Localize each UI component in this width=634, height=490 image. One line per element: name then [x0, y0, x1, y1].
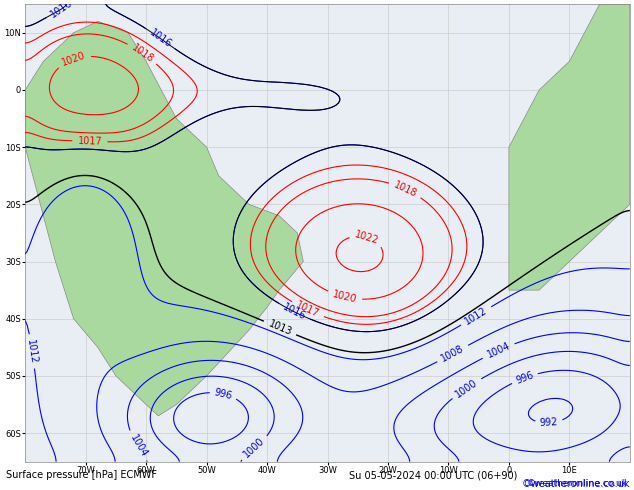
Text: 1008: 1008 — [439, 343, 466, 364]
Text: 996: 996 — [213, 387, 233, 401]
Text: 996: 996 — [514, 370, 535, 386]
Text: 992: 992 — [540, 417, 559, 428]
Text: 1018: 1018 — [129, 42, 155, 65]
Text: 1022: 1022 — [354, 229, 380, 245]
Polygon shape — [509, 4, 630, 290]
Text: 1016: 1016 — [49, 0, 75, 20]
Text: 1012: 1012 — [25, 339, 39, 364]
Text: Surface pressure [hPa] ECMWF: Surface pressure [hPa] ECMWF — [6, 470, 157, 480]
Text: 1012: 1012 — [463, 305, 489, 327]
Text: 1004: 1004 — [485, 341, 512, 360]
Text: ©weatheronline.co.uk: ©weatheronline.co.uk — [521, 479, 630, 489]
Text: 1000: 1000 — [242, 436, 267, 460]
Text: 1016: 1016 — [148, 27, 174, 50]
Text: 1020: 1020 — [60, 50, 87, 68]
Text: 1017: 1017 — [294, 300, 321, 320]
Text: 1020: 1020 — [332, 289, 358, 305]
Text: 1017: 1017 — [77, 136, 102, 147]
Text: 1013: 1013 — [267, 318, 294, 338]
Polygon shape — [25, 22, 303, 416]
Text: ©weatheronline.co.uk: ©weatheronline.co.uk — [527, 479, 628, 488]
Text: Su 05-05-2024 00:00 UTC (06+90): Su 05-05-2024 00:00 UTC (06+90) — [349, 470, 517, 480]
Text: 1018: 1018 — [392, 179, 418, 199]
Text: 1000: 1000 — [453, 377, 479, 399]
Text: 1004: 1004 — [128, 433, 149, 459]
Text: 1016: 1016 — [281, 302, 307, 322]
